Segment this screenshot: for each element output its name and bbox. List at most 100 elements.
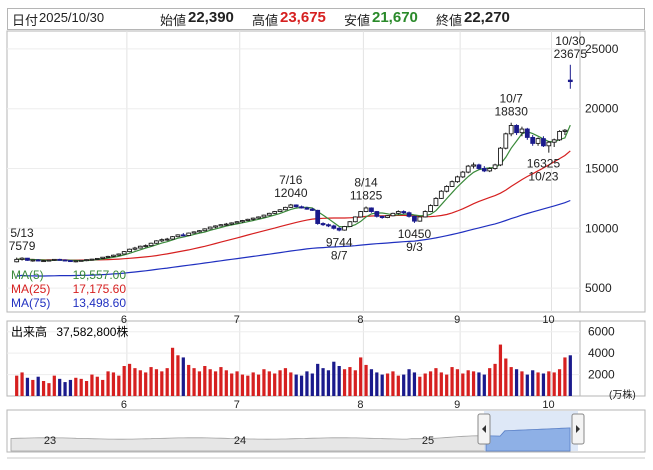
x-tick-label: 7: [234, 314, 240, 326]
candle-body: [546, 141, 552, 147]
volume-bar: [149, 367, 153, 396]
annotation-price: 10450: [398, 227, 432, 241]
volume-bar: [52, 375, 56, 396]
candle-body: [460, 171, 466, 178]
x-tick-label: 7: [234, 399, 240, 411]
x-tick-label: 6: [121, 399, 127, 411]
volume-bar: [15, 375, 19, 396]
volume-bar: [412, 372, 417, 396]
candle-body: [530, 136, 536, 144]
candle-body: [41, 260, 46, 263]
candle-body: [68, 260, 73, 263]
candle-body: [422, 211, 428, 218]
volume-bar: [63, 382, 67, 396]
annotation-date: 9/3: [406, 240, 423, 254]
volume-bar: [187, 364, 191, 396]
volume-bar: [477, 372, 481, 396]
candle-body: [567, 79, 573, 83]
volume-bar: [111, 372, 116, 396]
candle-body: [30, 259, 36, 262]
volume-bar: [58, 378, 62, 396]
volume-bar: [240, 374, 245, 396]
volume-bar: [353, 370, 357, 396]
volume-bar: [133, 368, 137, 396]
annotation-price: 18830: [495, 105, 529, 119]
volume-bar: [450, 367, 454, 396]
candle-body: [401, 211, 407, 214]
candle-body: [455, 176, 460, 183]
candle-body: [449, 181, 455, 187]
x-tick-label: 8: [357, 399, 363, 411]
candle-body: [562, 129, 568, 132]
open-label: 始値: [160, 13, 187, 28]
candle-body: [202, 228, 208, 232]
open-value: 22,390: [188, 9, 234, 26]
volume-bar: [95, 376, 99, 396]
candle-body: [342, 226, 347, 231]
volume-panel-frame: [6, 320, 646, 397]
volume-bar: [251, 372, 255, 396]
x-tick-label: 9: [454, 314, 460, 326]
volume-bar: [364, 364, 368, 396]
volume-bar: [101, 379, 105, 396]
candle-body: [514, 125, 519, 134]
candle-body: [417, 216, 423, 222]
volume-bar: [488, 368, 492, 396]
volume-bar: [391, 371, 395, 396]
candle-body: [105, 255, 111, 258]
volume-bar: [498, 344, 503, 396]
candle-body: [25, 257, 30, 261]
volume-bar: [144, 372, 148, 396]
candle-body: [19, 257, 25, 260]
candle-body: [245, 218, 251, 221]
ma5-value: 19,557.00: [72, 268, 126, 282]
candle-body: [508, 125, 514, 135]
volume-bar: [138, 370, 142, 396]
volume-unit: (万株): [609, 390, 636, 401]
volume-bar: [369, 369, 374, 396]
volume-bar: [203, 366, 207, 396]
volume-bar: [493, 363, 497, 396]
candle-body: [218, 224, 224, 227]
candle-body: [379, 215, 385, 218]
volume-bar: [181, 357, 185, 396]
candle-body: [315, 209, 321, 224]
volume-bar: [165, 368, 169, 396]
candle-body: [433, 197, 439, 207]
date-label: 日付: [12, 13, 39, 28]
candle-body: [186, 232, 192, 236]
candle-body: [331, 225, 337, 229]
volume-bar: [332, 361, 336, 396]
candle-body: [143, 245, 149, 248]
volume-bar: [514, 369, 519, 396]
annotation-price: 9744: [326, 235, 353, 249]
candle-body: [326, 224, 331, 227]
volume-bar: [79, 378, 83, 396]
annotation-price: 7579: [9, 239, 36, 253]
annotation-price: 23675: [554, 47, 588, 61]
ma75-line: [16, 199, 571, 277]
ma5-line: [16, 124, 571, 262]
ma25-label: MA(25): [11, 282, 51, 296]
volume-value: 37,582,800株: [56, 325, 129, 339]
volume-tick-label: 4000: [588, 346, 615, 360]
volume-bar: [466, 370, 470, 396]
volume-bar: [536, 372, 540, 396]
candle-body: [385, 215, 390, 218]
candle-body: [320, 223, 326, 226]
candle-body: [299, 206, 304, 209]
volume-bar: [348, 367, 352, 396]
candle-body: [116, 253, 122, 256]
candle-body: [14, 258, 20, 263]
x-tick-label: 10: [542, 399, 554, 411]
volume-bar: [289, 372, 293, 396]
volume-bar: [47, 383, 51, 396]
annotation-price: 12040: [274, 186, 308, 200]
candle-body: [444, 185, 450, 192]
volume-bar: [375, 372, 379, 396]
candle-body: [503, 133, 509, 149]
ma5-label: MA(5): [11, 268, 44, 282]
candle-body: [374, 211, 380, 217]
ma-legend: MA(5) 19,557.00 MA(25) 17,175.60 MA(75) …: [11, 268, 126, 310]
volume-bar: [423, 373, 427, 396]
